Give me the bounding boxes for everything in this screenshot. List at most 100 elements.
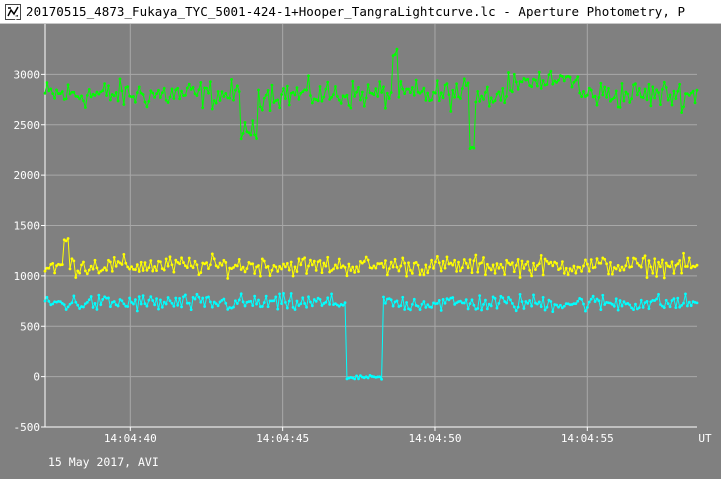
data-point-0 <box>401 87 405 91</box>
data-point-2 <box>307 295 310 299</box>
data-point-2 <box>274 295 278 299</box>
data-point-1 <box>268 274 272 277</box>
data-point-2 <box>253 294 257 298</box>
data-point-0 <box>687 93 691 97</box>
data-point-2 <box>401 295 405 299</box>
data-point-2 <box>389 298 393 302</box>
data-point-2 <box>337 304 341 308</box>
data-point-1 <box>312 259 316 263</box>
data-point-0 <box>601 93 605 97</box>
data-point-2 <box>74 300 78 304</box>
data-point-1 <box>457 260 460 264</box>
data-point-2 <box>670 299 674 302</box>
data-point-1 <box>547 262 551 266</box>
data-point-2 <box>195 292 199 296</box>
data-point-0 <box>464 84 468 87</box>
data-point-0 <box>628 101 632 104</box>
data-point-0 <box>372 93 376 97</box>
data-point-1 <box>128 267 132 271</box>
chart-icon <box>5 4 21 20</box>
data-point-1 <box>74 276 78 279</box>
data-point-0 <box>626 92 630 96</box>
data-point-1 <box>562 271 566 275</box>
data-point-0 <box>489 96 493 100</box>
data-point-2 <box>135 309 139 313</box>
data-point-2 <box>176 303 180 307</box>
data-point-0 <box>209 80 212 84</box>
data-point-2 <box>207 295 210 299</box>
data-point-1 <box>243 270 247 274</box>
data-point-0 <box>522 77 526 80</box>
data-point-0 <box>328 97 332 101</box>
data-point-1 <box>609 261 612 264</box>
data-point-2 <box>560 306 564 310</box>
data-point-1 <box>224 261 228 264</box>
data-point-0 <box>212 99 216 102</box>
data-point-2 <box>122 302 126 306</box>
data-point-2 <box>645 300 649 303</box>
data-point-2 <box>193 297 197 301</box>
data-point-1 <box>380 261 383 265</box>
data-point-2 <box>422 300 426 303</box>
data-point-0 <box>85 93 89 97</box>
data-point-2 <box>266 305 270 309</box>
data-point-0 <box>384 106 387 110</box>
data-point-1 <box>451 263 455 267</box>
data-point-2 <box>328 302 332 306</box>
x-tick-label: 14:04:55 <box>561 432 614 445</box>
data-point-0 <box>108 98 112 102</box>
data-point-1 <box>282 262 285 266</box>
data-point-2 <box>462 301 466 305</box>
data-point-0 <box>376 95 380 98</box>
data-point-0 <box>399 80 403 83</box>
data-point-1 <box>566 273 570 277</box>
data-point-2 <box>305 305 308 309</box>
data-point-1 <box>584 258 587 262</box>
data-point-0 <box>541 79 545 82</box>
data-point-0 <box>199 81 203 84</box>
y-tick-label: 2000 <box>14 169 41 182</box>
data-point-1 <box>349 269 353 272</box>
data-point-2 <box>491 295 495 299</box>
window-titlebar[interactable]: 20170515_4873_Fukaya_TYC_5001-424-1+Hoop… <box>0 0 721 24</box>
data-point-2 <box>453 302 457 306</box>
data-point-1 <box>385 273 389 277</box>
data-point-2 <box>601 293 605 297</box>
data-point-2 <box>599 308 603 311</box>
data-point-1 <box>270 268 274 272</box>
data-point-1 <box>91 267 95 271</box>
data-point-0 <box>366 83 370 87</box>
data-point-0 <box>497 90 501 94</box>
data-point-2 <box>174 296 178 300</box>
data-point-1 <box>512 270 516 274</box>
y-tick-label: 500 <box>20 320 40 333</box>
data-point-0 <box>409 91 412 95</box>
data-point-1 <box>445 255 449 259</box>
data-point-2 <box>426 303 430 307</box>
data-point-2 <box>545 305 549 309</box>
data-point-0 <box>676 89 680 93</box>
data-point-2 <box>143 302 147 306</box>
data-point-0 <box>339 101 343 105</box>
data-point-0 <box>230 77 233 81</box>
y-tick-label: 1500 <box>14 220 41 233</box>
data-point-2 <box>297 304 301 307</box>
data-point-2 <box>634 302 637 306</box>
data-point-0 <box>618 105 622 109</box>
data-point-2 <box>676 296 680 300</box>
data-point-1 <box>510 261 514 265</box>
data-point-2 <box>68 302 72 306</box>
data-point-2 <box>405 301 408 304</box>
data-point-1 <box>185 266 189 269</box>
data-point-2 <box>409 308 412 312</box>
data-point-1 <box>593 265 597 269</box>
data-point-1 <box>170 263 174 267</box>
data-point-1 <box>347 262 351 266</box>
data-point-2 <box>620 304 624 308</box>
data-point-1 <box>501 266 505 269</box>
data-point-0 <box>641 96 645 100</box>
data-point-0 <box>645 98 649 102</box>
data-point-2 <box>318 297 322 301</box>
data-point-1 <box>245 267 249 270</box>
